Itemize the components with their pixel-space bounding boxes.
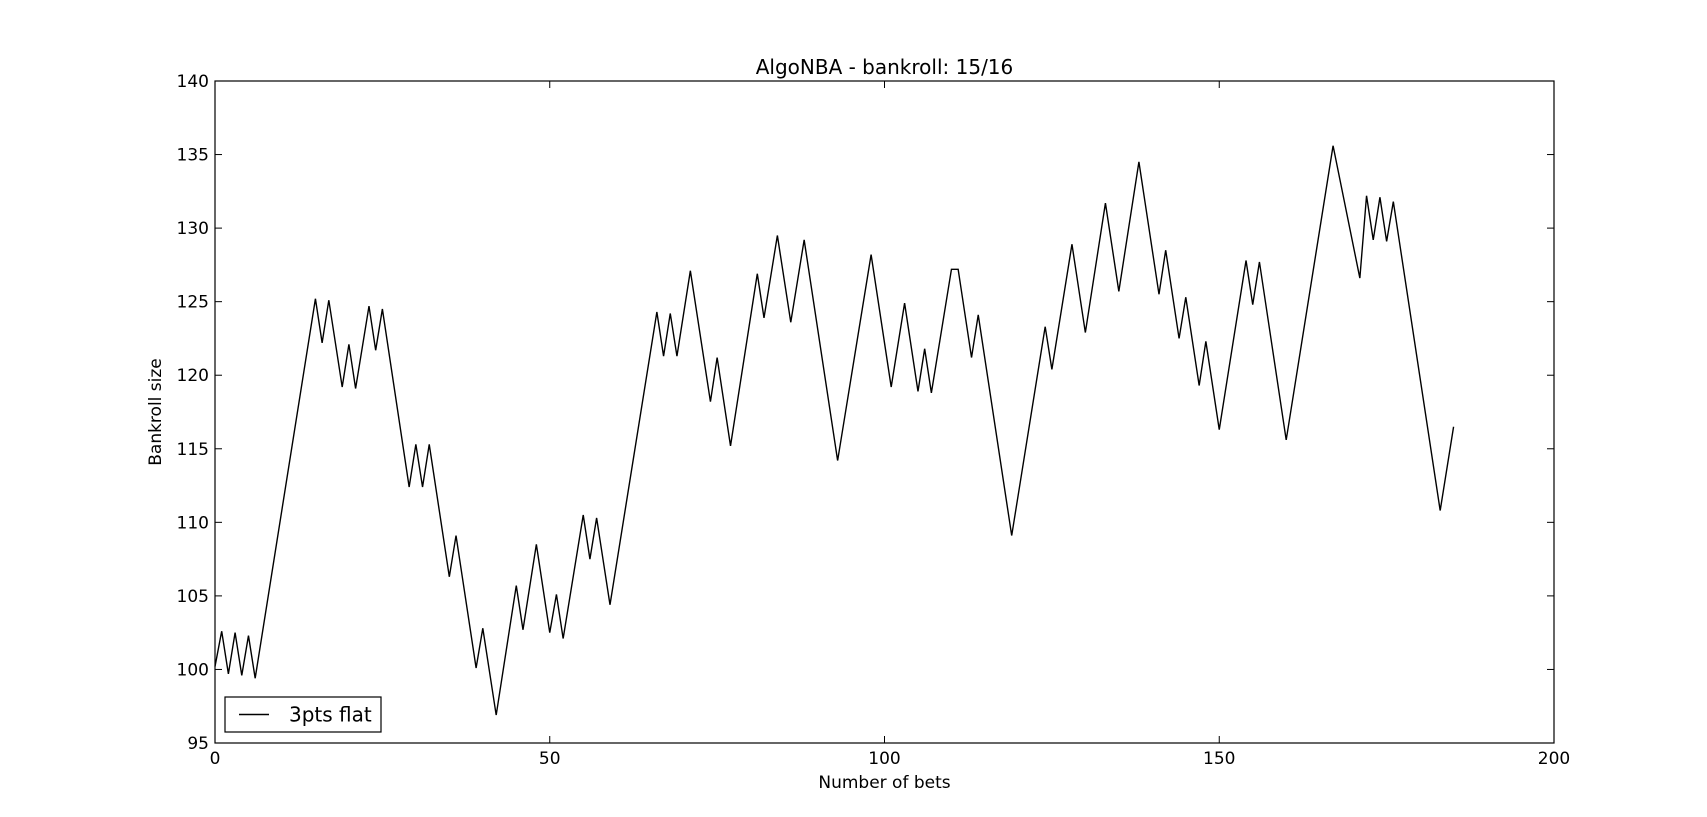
y-tick-label: 100	[177, 660, 209, 680]
x-tick-label: 50	[539, 749, 561, 769]
x-tick-label: 100	[868, 749, 900, 769]
x-tick-label: 200	[1538, 749, 1570, 769]
plot-frame	[214, 80, 1555, 744]
y-tick-label: 130	[177, 219, 209, 239]
y-tick-label: 135	[177, 146, 209, 166]
axis-ticks: 0 50 100 150 200 95 100 105 110 115 120 125 130 135 14…	[177, 72, 1571, 769]
x-tick-label: 150	[1203, 749, 1235, 769]
y-tick-label: 125	[177, 293, 209, 313]
y-tick-label: 115	[177, 440, 209, 460]
y-tick-label: 95	[187, 734, 209, 754]
y-axis-label: Bankroll size	[146, 358, 166, 466]
legend-entry-label: 3pts flat	[289, 703, 372, 727]
series-layer	[214, 145, 1455, 716]
series-line-3pts-flat	[214, 145, 1455, 716]
y-tick-label: 110	[177, 513, 209, 533]
x-tick-label: 0	[210, 749, 221, 769]
y-tick-label: 120	[177, 366, 209, 386]
x-axis-label: Number of bets	[818, 773, 950, 793]
y-tick-label: 105	[177, 587, 209, 607]
y-tick-label: 140	[177, 72, 209, 92]
legend: 3pts flat	[224, 696, 382, 733]
chart-title: AlgoNBA - bankroll: 15/16	[756, 55, 1014, 79]
